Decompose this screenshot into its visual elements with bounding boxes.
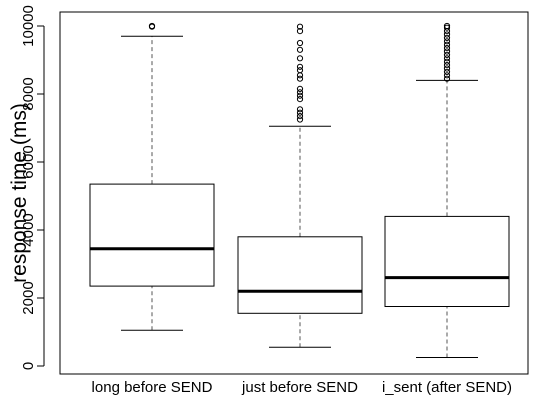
y-axis-label: response time (ms) <box>8 103 31 283</box>
y-tick-label: 10000 <box>20 5 37 47</box>
outlier-point <box>443 51 451 59</box>
plot-frame <box>59 11 529 375</box>
y-axis: 0 2000 4000 6000 8000 10000 <box>20 5 45 370</box>
outlier-point <box>148 22 156 30</box>
y-tick-label: 4000 <box>20 213 37 246</box>
outlier-point <box>296 63 304 70</box>
outlier-point <box>296 85 304 93</box>
iqr-box <box>237 236 363 314</box>
outlier-point <box>443 38 451 45</box>
outlier-point <box>443 22 451 30</box>
boxes-layer <box>89 22 510 358</box>
outlier-point <box>296 96 304 103</box>
outlier-point <box>443 48 451 55</box>
iqr-box <box>89 183 215 287</box>
outlier-point <box>296 113 304 120</box>
y-tick-label: 8000 <box>20 77 37 110</box>
outlier-point <box>296 106 304 113</box>
x-axis-labels: long before SEND just before SEND i_sent (… <box>92 379 512 396</box>
outlier-point <box>443 34 451 42</box>
x-tick-label: i_sent (after SEND) <box>382 379 512 396</box>
box-3 <box>384 22 510 358</box>
x-tick-label: long before SEND <box>92 379 213 396</box>
outlier-point <box>296 116 304 123</box>
box-1 <box>89 22 215 331</box>
outlier-point <box>296 92 304 99</box>
outlier-point <box>443 24 451 31</box>
outlier-point <box>296 23 304 30</box>
outlier-point <box>296 67 304 74</box>
outlier-point <box>443 62 451 69</box>
outlier-point <box>443 72 451 79</box>
outlier-point <box>443 41 451 48</box>
outlier-point <box>443 68 451 76</box>
outlier-point <box>296 28 304 35</box>
outlier-point <box>443 65 451 72</box>
outlier-point <box>296 55 304 62</box>
y-tick-label: 6000 <box>20 145 37 178</box>
iqr-box <box>384 215 510 307</box>
x-tick-label: just before SEND <box>241 379 358 396</box>
box-2 <box>237 23 363 348</box>
outlier-point <box>296 72 304 79</box>
y-tick-label: 0 <box>20 362 37 370</box>
outlier-point <box>443 31 451 38</box>
outlier-point <box>296 89 304 96</box>
outlier-point <box>443 45 451 52</box>
outlier-point <box>443 58 451 65</box>
outlier-point <box>443 55 451 62</box>
outlier-point <box>296 46 304 53</box>
y-tick-label: 2000 <box>20 281 37 314</box>
outlier-point <box>443 75 451 82</box>
outlier-point <box>296 109 304 116</box>
outlier-point <box>296 39 304 47</box>
outlier-point <box>296 75 304 82</box>
